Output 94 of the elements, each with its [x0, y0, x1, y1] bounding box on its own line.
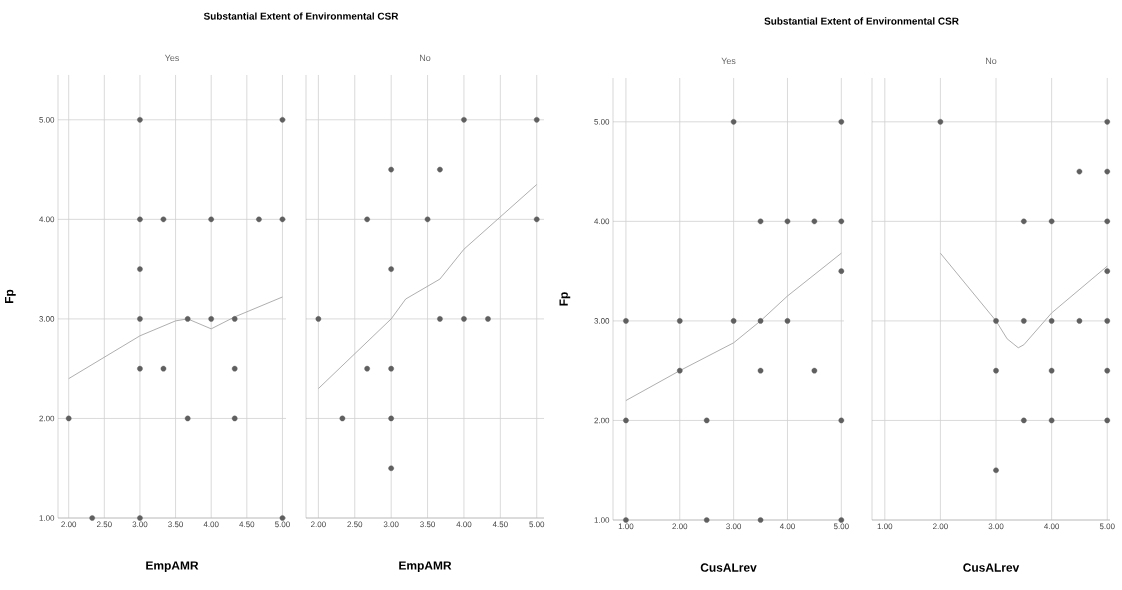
x-axis-title: EmpAMR [146, 561, 199, 573]
point [1076, 168, 1083, 175]
point [1048, 417, 1055, 424]
point [137, 316, 143, 322]
point [533, 216, 540, 223]
point [137, 365, 143, 372]
point [364, 365, 370, 372]
point [993, 318, 999, 324]
point [623, 517, 629, 523]
chart-subtitle: Yes [721, 57, 736, 65]
point [231, 365, 238, 372]
point [838, 268, 845, 274]
point [533, 117, 540, 123]
y-axis-title: Fp [5, 289, 16, 303]
point [137, 117, 143, 123]
point [388, 465, 394, 472]
point [838, 517, 845, 523]
x-axis-title: CusALrev [963, 563, 1020, 572]
point [160, 216, 167, 223]
point [993, 367, 999, 374]
point [137, 515, 143, 521]
point [461, 117, 467, 123]
line-series [625, 252, 842, 401]
x-axis-title: CusALrev [700, 563, 757, 572]
point [1104, 268, 1111, 274]
point [388, 266, 394, 272]
point [1104, 168, 1111, 175]
chart-subtitle: Yes [164, 54, 179, 62]
point [231, 415, 238, 422]
point [339, 415, 346, 422]
point [315, 316, 322, 322]
point [424, 216, 431, 223]
point [231, 316, 238, 322]
point [623, 417, 629, 424]
point [730, 119, 737, 125]
point [184, 316, 191, 322]
point [757, 318, 764, 324]
point [256, 216, 262, 223]
point [184, 415, 191, 422]
point [437, 316, 443, 322]
point [730, 318, 737, 324]
point [388, 415, 394, 422]
point [811, 367, 818, 374]
point [89, 515, 95, 521]
point [1104, 367, 1111, 374]
point [1104, 119, 1111, 125]
chart-subtitle: No [986, 57, 997, 65]
point [1104, 218, 1111, 225]
point [811, 218, 818, 225]
line-series [68, 296, 283, 380]
chart-title: Substantial Extent of Environmental CSR [203, 12, 399, 20]
point [1021, 318, 1027, 324]
point [757, 218, 764, 225]
point [485, 316, 491, 322]
point [208, 216, 214, 223]
point [65, 415, 72, 422]
point [937, 119, 944, 125]
point [160, 365, 167, 372]
point [703, 417, 710, 424]
x-axis-title: EmpAMR [399, 561, 452, 573]
point [1048, 318, 1055, 324]
point [388, 166, 394, 173]
point [757, 367, 764, 374]
point [1104, 417, 1111, 424]
point [838, 218, 845, 225]
point [1104, 318, 1111, 324]
point [461, 316, 467, 322]
point [993, 467, 999, 474]
point [838, 119, 845, 125]
point [279, 216, 286, 223]
chart-title: Substantial Extent of Environmental CSR [764, 17, 959, 25]
point [703, 517, 710, 523]
point [437, 166, 443, 173]
point [137, 216, 143, 223]
point [364, 216, 370, 223]
point [279, 515, 286, 521]
point [676, 367, 683, 374]
chart-subtitle: No [420, 54, 431, 62]
point [838, 417, 845, 424]
point [279, 117, 286, 123]
point [784, 318, 791, 324]
point [388, 365, 394, 372]
point [676, 318, 683, 324]
point [1048, 367, 1055, 374]
point [1076, 318, 1083, 324]
point [137, 266, 143, 272]
point [784, 218, 791, 225]
point [1021, 218, 1027, 225]
point [623, 318, 629, 324]
y-axis-title: Fp [559, 292, 571, 306]
point [757, 517, 764, 523]
point [208, 316, 214, 322]
point [1021, 417, 1027, 424]
point [1048, 218, 1055, 225]
